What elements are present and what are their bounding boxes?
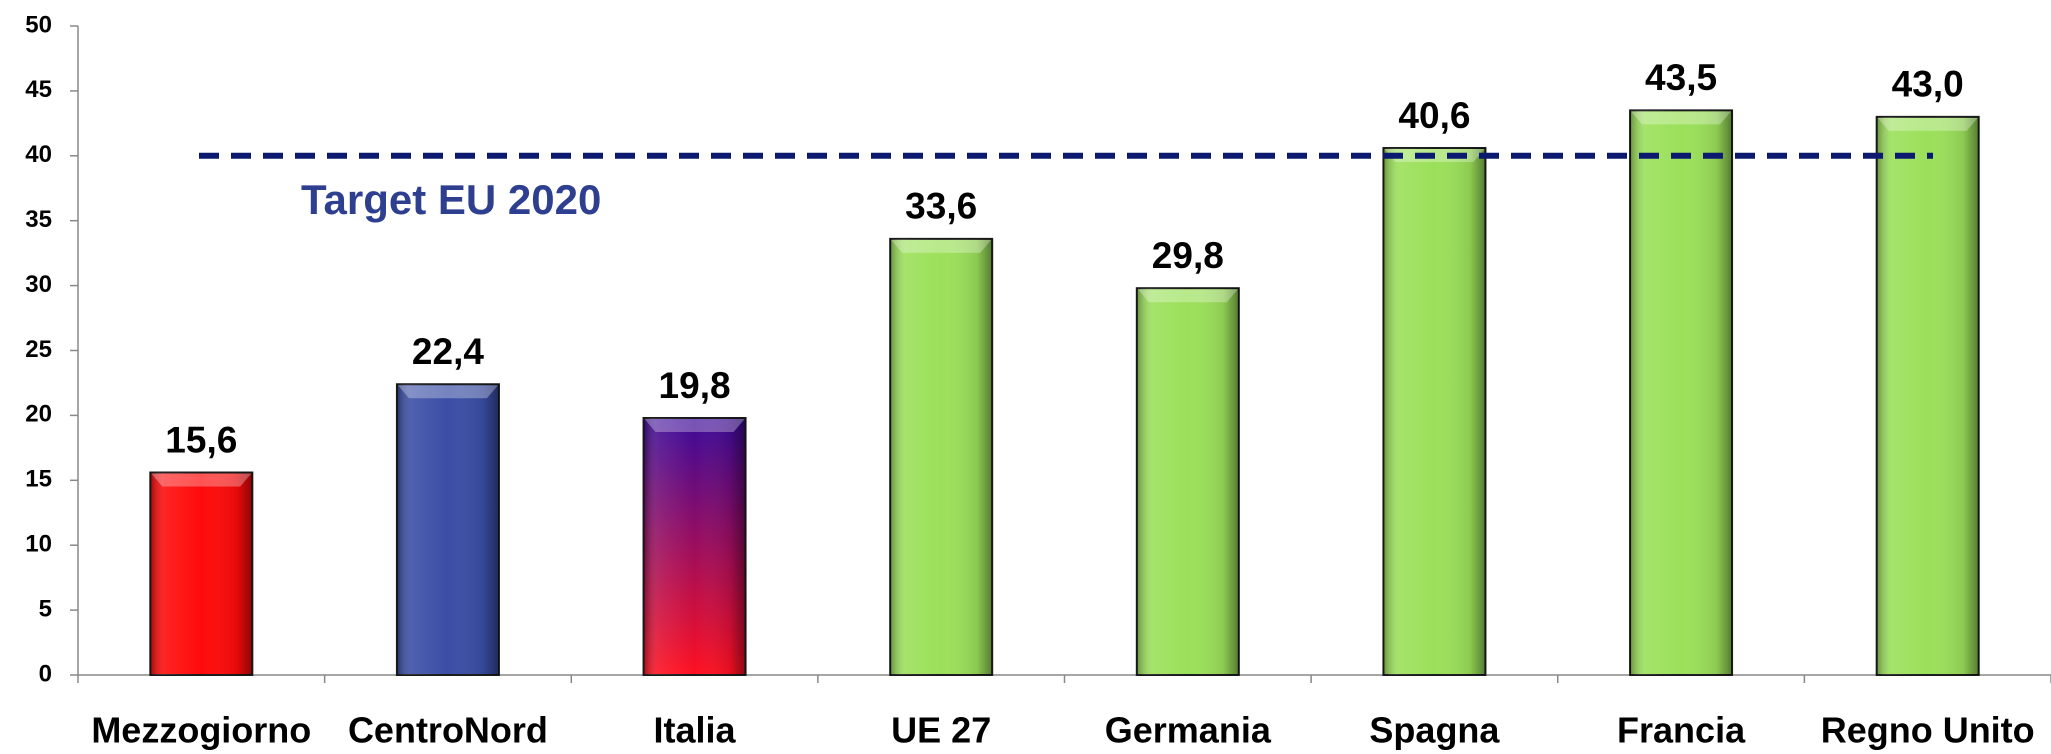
- value-label: 22,4: [412, 331, 484, 372]
- y-tick-label: 25: [25, 336, 52, 363]
- value-label: 19,8: [659, 365, 731, 406]
- y-tick-label: 10: [25, 531, 52, 558]
- bar-bevel: [397, 385, 498, 399]
- y-tick-label: 50: [25, 11, 52, 38]
- bar-shade: [1630, 110, 1733, 676]
- x-tick-label: CentroNord: [348, 710, 548, 751]
- y-tick-label: 15: [25, 466, 52, 493]
- bar-shade: [396, 384, 499, 675]
- x-tick-label: Spagna: [1369, 710, 1500, 751]
- bar-bevel: [644, 418, 745, 432]
- y-tick-label: 45: [25, 76, 52, 103]
- y-tick-label: 20: [25, 401, 52, 428]
- value-label: 43,0: [1892, 64, 1964, 105]
- x-tick-label: Italia: [654, 710, 737, 751]
- x-tick-label: Germania: [1105, 710, 1272, 751]
- y-tick-label: 35: [25, 206, 52, 233]
- bar-shade: [150, 472, 253, 675]
- bar-shade: [890, 238, 993, 675]
- x-tick-label: Regno Unito: [1821, 710, 2035, 751]
- bar-shade: [643, 417, 746, 675]
- bar-bevel: [1877, 117, 1978, 131]
- bar-shade: [1876, 116, 1979, 676]
- y-tick-label: 0: [39, 660, 52, 687]
- value-label: 29,8: [1152, 235, 1224, 276]
- bar-shade: [1136, 288, 1239, 675]
- value-label: 43,5: [1645, 57, 1717, 98]
- target-label: Target EU 2020: [301, 176, 601, 223]
- value-label: 40,6: [1398, 95, 1470, 136]
- bar-bevel: [1137, 289, 1238, 303]
- bar-bevel: [891, 239, 992, 253]
- x-tick-label: Mezzogiorno: [91, 710, 311, 751]
- value-label: 15,6: [165, 419, 237, 460]
- bar-shade: [1383, 148, 1486, 676]
- x-tick-label: UE 27: [891, 710, 991, 751]
- value-label: 33,6: [905, 186, 977, 227]
- y-tick-label: 5: [39, 595, 52, 622]
- bar-bevel: [151, 473, 252, 487]
- x-tick-label: Francia: [1617, 710, 1746, 751]
- y-tick-label: 40: [25, 141, 52, 168]
- y-tick-label: 30: [25, 271, 52, 298]
- bar-bevel: [1631, 111, 1732, 125]
